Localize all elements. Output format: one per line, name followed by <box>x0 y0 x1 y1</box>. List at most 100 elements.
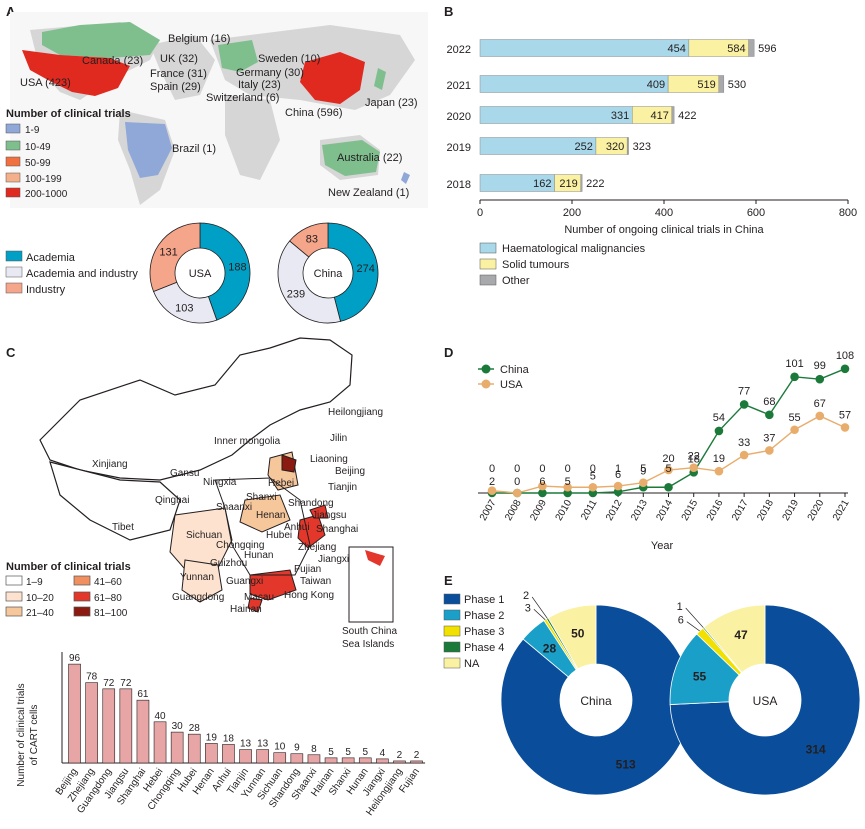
x-tick-label: 2012 <box>604 498 625 523</box>
map-usa <box>22 50 130 96</box>
x-tick-label: 2020 <box>806 498 827 523</box>
slice-value: 28 <box>543 642 557 656</box>
chart-b-xlabel: Number of ongoing clinical trials in Chi… <box>564 224 764 236</box>
slice-value: 188 <box>228 262 246 274</box>
data-point <box>790 372 799 382</box>
svg-text:Guizhou: Guizhou <box>210 558 247 569</box>
china-region-labels: Heilongjiang Jilin Inner mongolia Liaoni… <box>92 407 397 650</box>
data-label: 219 <box>559 178 577 190</box>
svg-text:61–80: 61–80 <box>94 593 122 604</box>
bar <box>307 754 321 764</box>
donut-slice <box>289 222 329 258</box>
bar <box>153 721 167 764</box>
y-tick-label: 2021 <box>447 80 471 92</box>
svg-text:Inner mongolia: Inner mongolia <box>214 436 281 447</box>
svg-text:Guangxi: Guangxi <box>226 576 263 587</box>
data-label-china: 1 <box>615 463 621 475</box>
x-tick-label: 400 <box>655 207 673 219</box>
slice-value: 50 <box>571 626 585 640</box>
x-tick-label: 2016 <box>705 498 726 523</box>
y-tick-label: 2018 <box>447 179 471 191</box>
slice-value: 2 <box>523 590 529 602</box>
chart-c-ylabel: Number of clinical trials of CART cells <box>16 683 40 786</box>
data-label: 252 <box>575 141 593 153</box>
map-legend-title: Number of clinical trials <box>6 108 131 120</box>
label-sweden: Sweden (10) <box>258 53 320 65</box>
data-label: 8 <box>311 744 317 755</box>
data-point <box>739 450 749 460</box>
svg-text:Hubei: Hubei <box>266 530 292 541</box>
svg-text:1–9: 1–9 <box>26 577 43 588</box>
leader-line <box>533 609 546 620</box>
data-label-china: 101 <box>785 358 803 370</box>
svg-text:Other: Other <box>502 275 530 287</box>
bar <box>205 743 218 764</box>
svg-text:Macau: Macau <box>244 592 274 603</box>
bar <box>102 688 116 764</box>
leader-line <box>531 596 548 619</box>
data-label: 422 <box>678 110 696 122</box>
data-label: 454 <box>667 43 685 55</box>
bar <box>290 753 304 764</box>
data-label-usa: 5 <box>565 476 571 488</box>
x-tick-label: 2009 <box>528 498 549 523</box>
data-label: 323 <box>633 141 651 153</box>
data-label: 13 <box>240 739 252 750</box>
data-label: 596 <box>758 43 776 55</box>
map-country-labels: Canada (23) Belgium (16) UK (32) Sweden … <box>20 33 418 199</box>
data-label-china: 0 <box>590 463 596 475</box>
data-label: 13 <box>257 739 269 750</box>
legend-marker <box>481 364 491 374</box>
svg-text:Solid tumours: Solid tumours <box>502 259 570 271</box>
svg-text:200-1000: 200-1000 <box>25 189 68 200</box>
chart-b: 2022 454 584 596 2021 409 519 530 2020 331 417 422 2… <box>447 39 857 219</box>
svg-text:10–20: 10–20 <box>26 593 54 604</box>
bar <box>273 752 287 764</box>
data-label: 417 <box>650 110 668 122</box>
slice-value: 1 <box>677 601 683 613</box>
leader-line <box>685 607 704 628</box>
data-label: 96 <box>69 653 81 664</box>
bar-segment <box>671 106 675 124</box>
data-label-usa: 2 <box>489 476 495 488</box>
data-label-china: 54 <box>713 412 725 424</box>
data-label: 72 <box>103 678 115 689</box>
china-map <box>39 337 394 623</box>
china-map-legend: Number of clinical trials 1–9 41–60 10–2… <box>5 561 131 619</box>
slice-value: 131 <box>159 247 177 259</box>
chart-b-legend: Haematological malignancies Solid tumour… <box>479 242 646 287</box>
x-tick-label: 2021 <box>831 498 852 523</box>
svg-text:Industry: Industry <box>26 284 66 296</box>
data-point <box>765 446 774 455</box>
map-australia <box>322 140 380 176</box>
donut-center-label: USA <box>189 268 212 280</box>
x-tick-label: 2013 <box>629 498 650 523</box>
legend-label: China <box>500 364 530 376</box>
svg-text:Sichuan: Sichuan <box>186 530 222 541</box>
bar <box>393 760 406 764</box>
label-china: China (596) <box>285 107 342 119</box>
svg-text:Liaoning: Liaoning <box>310 454 348 465</box>
data-label-usa: 57 <box>839 409 851 421</box>
label-canada: Canada (23) <box>82 55 143 67</box>
bar <box>376 758 389 764</box>
label-usa: USA (423) <box>20 77 71 89</box>
bar-segment <box>479 39 690 57</box>
data-label-china: 5 <box>640 463 646 475</box>
x-tick-label: 2018 <box>755 498 776 523</box>
svg-text:Number of clinical trials: Number of clinical trials <box>6 561 131 573</box>
map-japan <box>374 68 386 90</box>
bar-segment <box>626 137 629 155</box>
slice-value: 55 <box>693 669 707 683</box>
label-australia: Australia (22) <box>337 152 402 164</box>
x-tick-label: 2015 <box>680 498 701 523</box>
slice-value: 6 <box>678 615 684 627</box>
slice-value: 239 <box>287 288 305 300</box>
data-point <box>714 466 724 476</box>
svg-text:50-99: 50-99 <box>25 158 51 169</box>
bar-segment <box>580 174 583 192</box>
data-point <box>714 426 724 436</box>
svg-text:Taiwan: Taiwan <box>300 576 331 587</box>
data-label: 222 <box>586 178 604 190</box>
map-canada <box>42 22 160 58</box>
